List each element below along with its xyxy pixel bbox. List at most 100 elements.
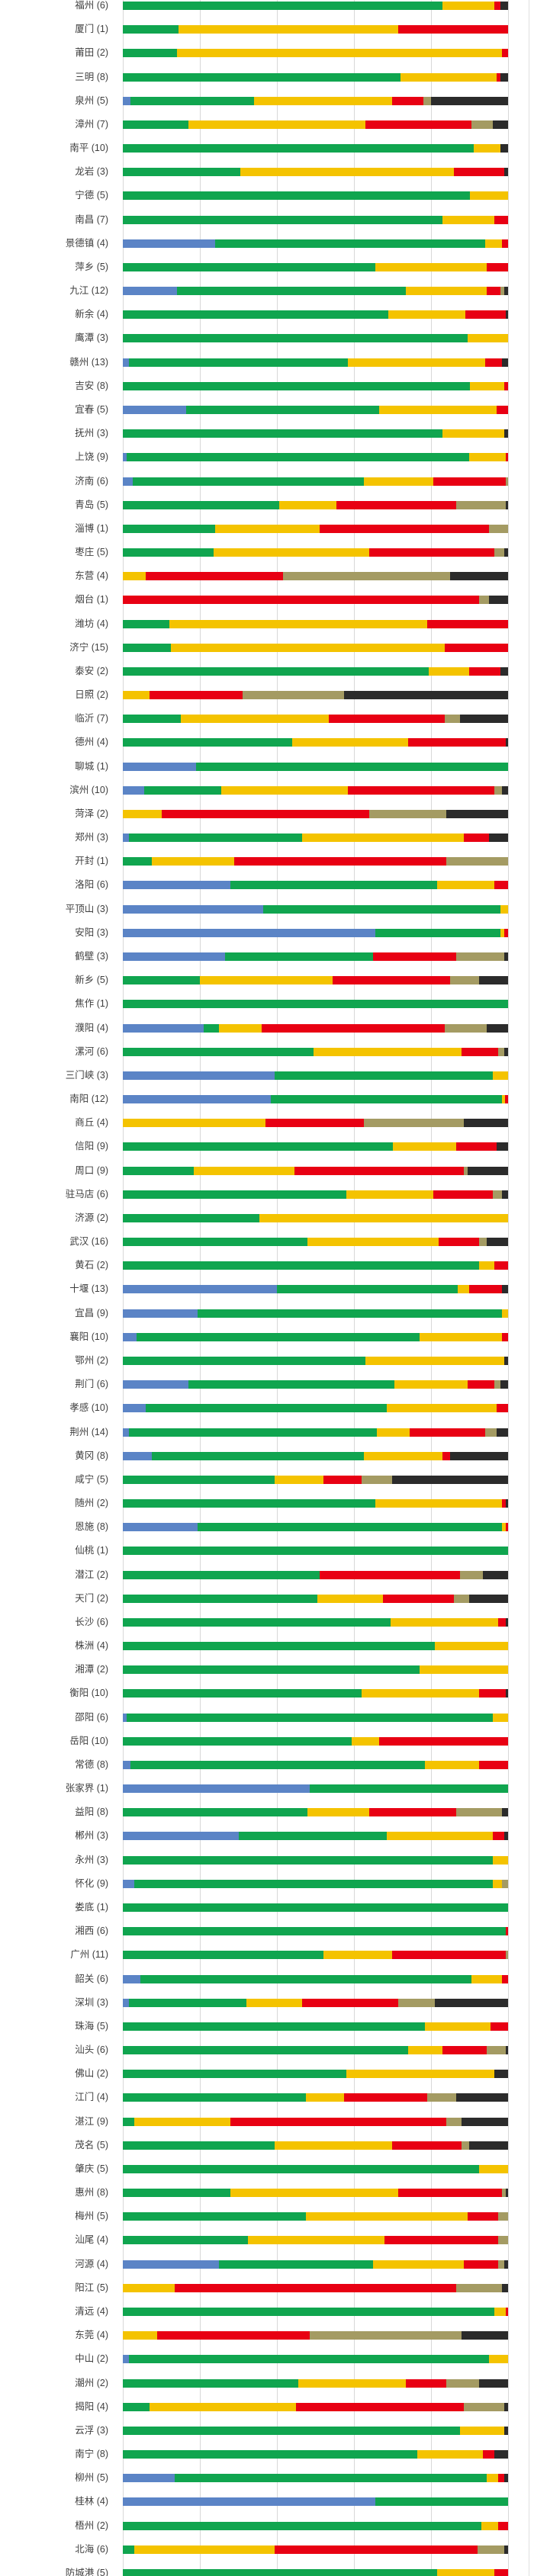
row-label: 南阳 (12) <box>69 1094 108 1105</box>
bar-segment-green <box>123 1665 420 1675</box>
row-label: 鄂州 (2) <box>75 1354 108 1366</box>
stacked-bar <box>123 2117 508 2126</box>
row-label: 新乡 (5) <box>75 975 108 986</box>
bar-segment-yellow <box>246 1998 302 2007</box>
row-label: 东莞 (4) <box>75 2330 108 2341</box>
bar-segment-green <box>128 1998 246 2007</box>
bar-segment-blue <box>123 96 131 105</box>
bar-segment-green <box>123 1570 320 1579</box>
bar-row: 防城港 (5) <box>0 2568 534 2576</box>
bar-segment-red <box>146 572 283 581</box>
bar-segment-green <box>123 1166 195 1175</box>
bar-segment-black <box>503 2426 508 2435</box>
bar-segment-yellow <box>378 405 497 414</box>
stacked-bar <box>123 2355 508 2364</box>
row-label: 漳州 (7) <box>75 118 108 130</box>
stacked-bar <box>123 2378 508 2388</box>
bar-segment-red <box>494 1261 508 1270</box>
bar-segment-black <box>503 2545 508 2554</box>
row-label: 吉安 (8) <box>75 380 108 391</box>
bar-row: 潮州 (2) <box>0 2378 534 2388</box>
bar-row: 惠州 (8) <box>0 2188 534 2197</box>
bar-segment-yellow <box>425 1760 480 1769</box>
bar-row: 益阳 (8) <box>0 1807 534 1817</box>
bar-segment-olive <box>494 785 503 795</box>
bar-segment-yellow <box>275 1475 323 1484</box>
stacked-bar <box>123 572 508 581</box>
stacked-bar <box>123 1404 508 1413</box>
bar-row: 韶关 (6) <box>0 1974 534 1983</box>
bar-segment-red <box>498 1617 507 1627</box>
bar-segment-red <box>382 1594 455 1603</box>
bar-segment-yellow <box>317 1594 383 1603</box>
bar-row: 汕尾 (4) <box>0 2235 534 2245</box>
stacked-bar <box>123 1428 508 1437</box>
bar-segment-black <box>503 2402 508 2411</box>
bar-segment-red <box>502 49 508 58</box>
bar-segment-green <box>123 72 400 82</box>
row-label: 北海 (6) <box>75 2543 108 2555</box>
bar-row: 日照 (2) <box>0 690 534 700</box>
bar-segment-yellow <box>298 2378 407 2388</box>
bar-row: 济源 (2) <box>0 1213 534 1222</box>
stacked-bar <box>123 666 508 676</box>
bar-segment-green <box>123 1000 508 1009</box>
bar-segment-black <box>446 809 508 818</box>
bar-segment-olive <box>242 691 345 700</box>
bar-segment-yellow <box>305 2093 345 2102</box>
stacked-bar <box>123 1736 508 1746</box>
row-label: 清远 (4) <box>75 2305 108 2317</box>
stacked-bar <box>123 928 508 937</box>
bar-segment-green <box>271 1095 503 1104</box>
row-label: 泉州 (5) <box>75 95 108 106</box>
bar-segment-black <box>502 358 508 367</box>
bar-segment-green <box>123 1142 393 1151</box>
row-label: 邵阳 (6) <box>75 1711 108 1723</box>
bar-segment-yellow <box>469 381 504 390</box>
bar-row: 岳阳 (10) <box>0 1736 534 1746</box>
stacked-bar <box>123 2141 508 2150</box>
row-label: 漯河 (6) <box>75 1045 108 1057</box>
stacked-bar <box>123 548 508 557</box>
bar-segment-green <box>143 785 221 795</box>
row-label: 株洲 (4) <box>75 1640 108 1652</box>
bar-segment-yellow <box>219 1023 262 1033</box>
bar-row: 南阳 (12) <box>0 1094 534 1105</box>
stacked-bar <box>123 1617 508 1627</box>
bar-row: 肇庆 (5) <box>0 2164 534 2173</box>
bar-segment-red <box>469 666 500 676</box>
bar-segment-yellow <box>442 429 504 438</box>
bar-segment-yellow <box>487 2474 499 2483</box>
row-label: 孝感 (10) <box>69 1402 108 1414</box>
bar-segment-yellow <box>259 1213 508 1222</box>
row-label: 平顶山 (3) <box>65 903 108 914</box>
bar-segment-green <box>123 2141 275 2150</box>
bar-segment-blue <box>123 1998 129 2007</box>
bar-segment-blue <box>123 1095 272 1104</box>
bar-segment-red <box>498 2474 504 2483</box>
bar-row: 邵阳 (6) <box>0 1711 534 1723</box>
bar-segment-olive <box>362 1475 393 1484</box>
stacked-bar <box>123 1499 508 1508</box>
stacked-bar <box>123 1332 508 1341</box>
bar-segment-green <box>130 1760 426 1769</box>
bar-segment-black <box>344 691 508 700</box>
bar-segment-blue <box>123 1879 135 1888</box>
row-label: 信阳 (9) <box>75 1141 108 1152</box>
bar-segment-blue <box>123 1023 204 1033</box>
row-label: 揭阳 (4) <box>75 2401 108 2412</box>
bar-segment-yellow <box>500 904 508 914</box>
bar-segment-green <box>123 120 188 129</box>
bar-row: 临沂 (7) <box>0 714 534 724</box>
row-label: 青岛 (5) <box>75 499 108 510</box>
bar-segment-yellow <box>458 1285 470 1294</box>
stacked-bar <box>123 762 508 771</box>
stacked-bar <box>123 1095 508 1104</box>
bar-segment-green <box>309 1784 508 1794</box>
row-label: 上饶 (9) <box>75 451 108 463</box>
bar-segment-red <box>230 2117 447 2126</box>
stacked-bar <box>123 1023 508 1033</box>
row-label: 鹰潭 (3) <box>75 332 108 344</box>
bar-segment-green <box>123 381 470 390</box>
bar-row: 宁德 (5) <box>0 191 534 201</box>
